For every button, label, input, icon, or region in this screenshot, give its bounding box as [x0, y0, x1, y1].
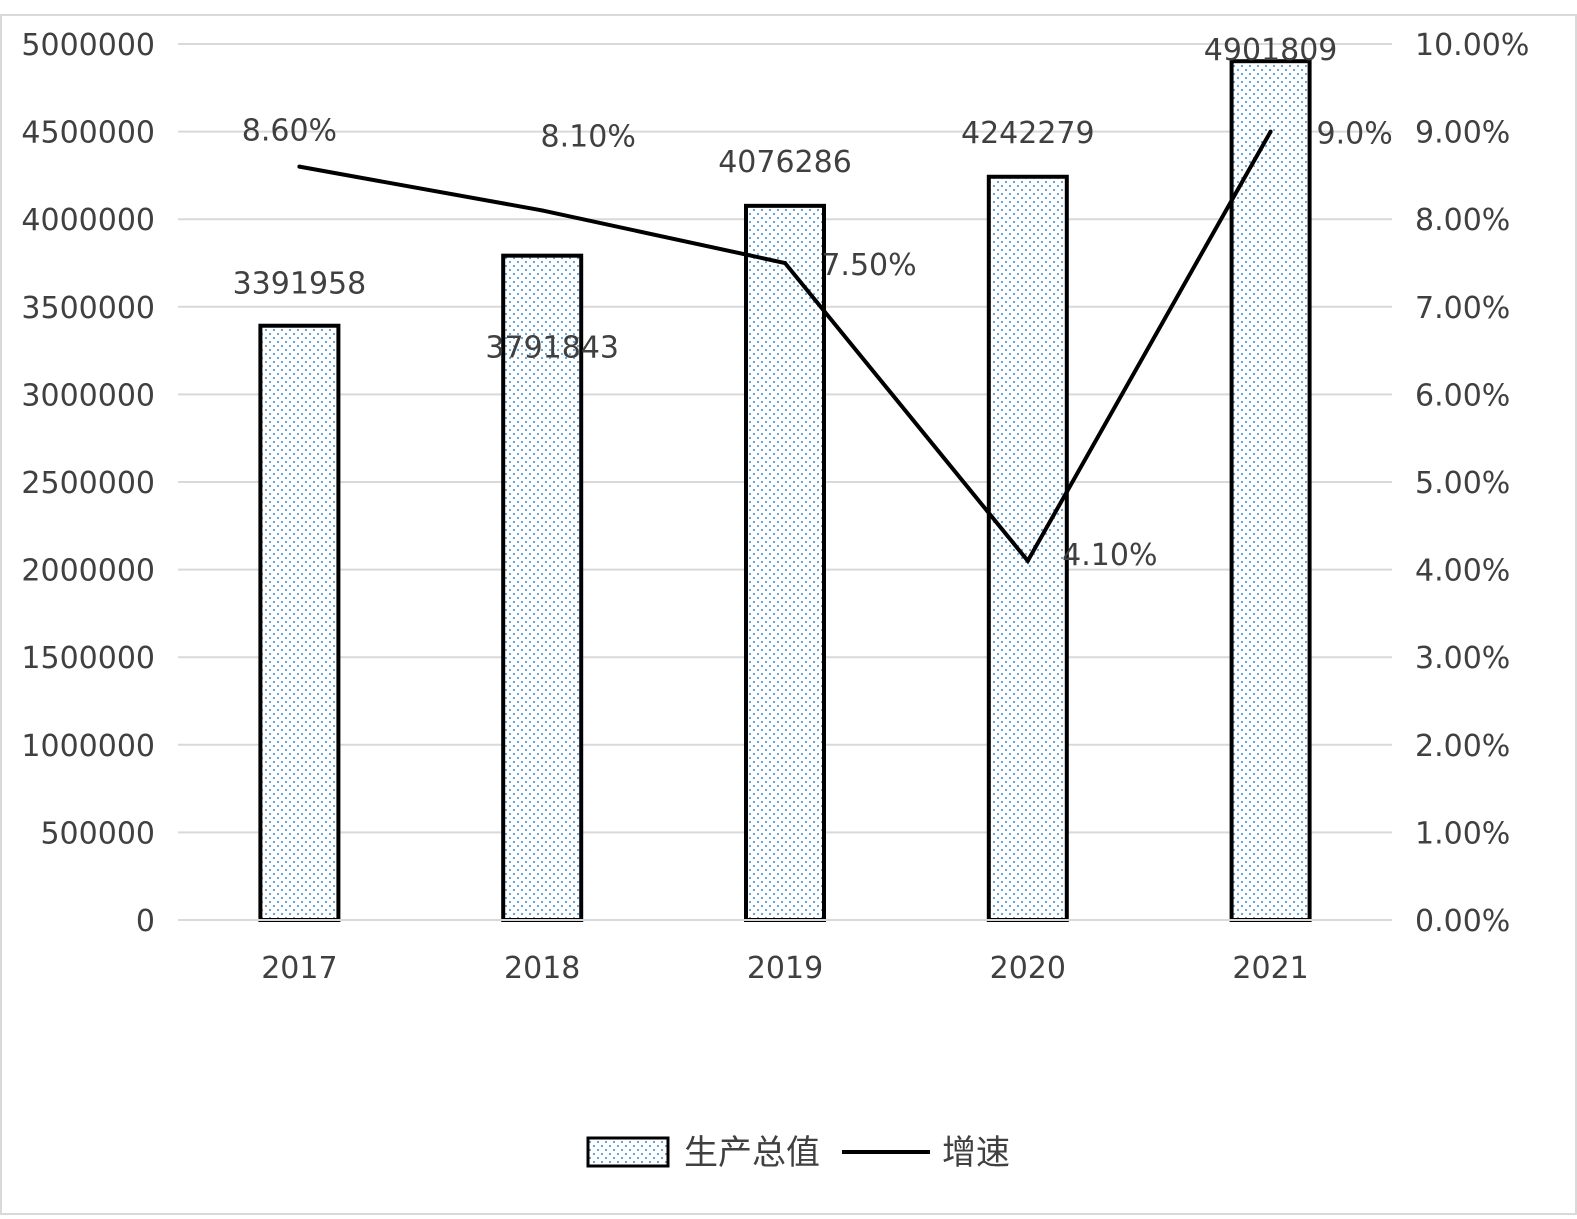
y-right-tick-label: 2.00% [1415, 729, 1510, 764]
line-point [1025, 558, 1030, 563]
bar [1229, 59, 1312, 922]
chart-border [0, 14, 1577, 1215]
line-value-label: 4.10% [1062, 538, 1157, 573]
bar-series [258, 59, 1312, 923]
x-axis: 2017 2018 2019 2020 2021 [178, 919, 1392, 986]
x-tick-label: 2021 [1232, 951, 1308, 986]
bar [501, 253, 584, 922]
line-value-label: 8.60% [242, 114, 337, 149]
line-point [1268, 129, 1273, 134]
bar [744, 203, 826, 922]
legend-bar-swatch [586, 1136, 670, 1168]
y-left-tick-label: 3000000 [21, 378, 155, 413]
x-tick-label: 2019 [747, 951, 823, 986]
y-right-tick-label: 1.00% [1415, 816, 1510, 851]
y-left-tick-label: 4000000 [21, 203, 155, 238]
line-point [783, 261, 787, 265]
x-tick-label: 2017 [261, 951, 337, 986]
bar-value-label: 4242279 [961, 116, 1095, 151]
legend-line-label: 增速 [942, 1133, 1010, 1173]
y-left-tick-label: 1500000 [21, 641, 155, 676]
y-right-tick-label: 4.00% [1415, 554, 1510, 589]
legend-bar-label: 生产总值 [684, 1133, 820, 1173]
y-left-tick-label: 4500000 [21, 116, 155, 151]
y-left-tick-label: 1000000 [21, 729, 155, 764]
y-right-tick-label: 5.00% [1415, 466, 1510, 501]
x-tick-label: 2020 [990, 951, 1066, 986]
y-left-tick-label: 500000 [40, 816, 155, 851]
bar-value-label: 3791843 [485, 331, 619, 366]
y-right-tick-label: 9.00% [1415, 116, 1510, 151]
data-labels: 3391958 3791843 4076286 4242279 4901809 8.60%… [233, 33, 1393, 573]
y-right-tick-label: 0.00% [1415, 904, 1510, 939]
y-right-tick-label: 6.00% [1415, 378, 1510, 413]
y-right-tick-label: 10.00% [1415, 28, 1529, 63]
bar-value-label: 4901809 [1204, 33, 1338, 68]
y-right-tick-label: 3.00% [1415, 641, 1510, 676]
line-point [540, 208, 545, 213]
line-series [297, 129, 1273, 565]
line-value-label: 9.0% [1316, 117, 1392, 152]
line-value-label: 8.10% [541, 119, 636, 154]
y-right-tick-label: 7.00% [1415, 291, 1510, 326]
y-left-tick-label: 0 [136, 904, 155, 939]
x-tick-label: 2018 [504, 951, 580, 986]
bar-value-label: 4076286 [718, 145, 852, 180]
right-y-axis: 0.00% 1.00% 2.00% 3.00% 4.00% 5.00% 6.00% 7.00%… [1415, 28, 1529, 939]
bar-value-label: 3391958 [233, 267, 367, 302]
y-left-tick-label: 5000000 [21, 28, 155, 63]
y-left-tick-label: 3500000 [21, 291, 155, 326]
bar [986, 174, 1069, 922]
line-value-label: 7.50% [821, 248, 916, 283]
left-y-axis: 0 500000 1000000 1500000 2000000 2500000 30000… [21, 28, 155, 939]
bar [258, 323, 341, 923]
y-left-tick-label: 2500000 [21, 466, 155, 501]
y-right-tick-label: 8.00% [1415, 203, 1510, 238]
legend: 生产总值 增速 [586, 1133, 1010, 1173]
y-left-tick-label: 2000000 [21, 554, 155, 589]
line-point [297, 164, 302, 169]
